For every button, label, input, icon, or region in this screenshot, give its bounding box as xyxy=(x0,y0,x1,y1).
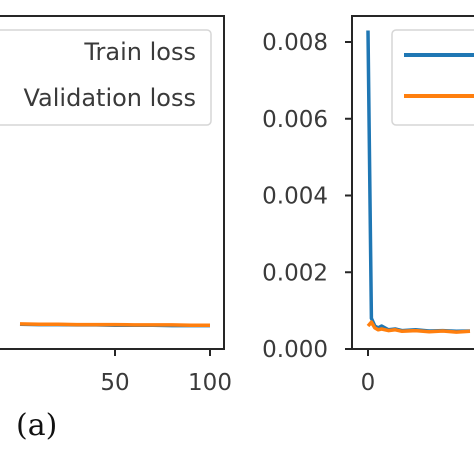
left-series-line-1 xyxy=(19,322,210,328)
right-x-tick-label-0: 0 xyxy=(361,370,376,396)
figure-caption: (a) xyxy=(16,408,58,443)
right-y-tick-label-3: 0.006 xyxy=(262,107,328,133)
right-y-tick-label-1: 0.002 xyxy=(262,260,328,286)
right-legend-box xyxy=(391,29,474,126)
left-plot: 50 100 Train loss Validation loss xyxy=(0,15,232,396)
left-x-tick-label-1: 100 xyxy=(188,370,232,396)
right-y-tick-label-4: 0.008 xyxy=(262,30,328,56)
left-x-tick-label-0: 50 xyxy=(100,370,129,396)
right-series-line-1 xyxy=(366,320,471,334)
right-y-tick-label-0: 0.000 xyxy=(262,337,328,363)
right-plot: 0.000 0.002 0.004 0.006 0.008 0 xyxy=(262,15,474,396)
right-y-tick-label-2: 0.004 xyxy=(262,184,328,210)
left-legend-box xyxy=(0,29,212,126)
left-legend-label-1: Validation loss xyxy=(24,84,197,112)
left-legend-label-0: Train loss xyxy=(83,38,196,66)
